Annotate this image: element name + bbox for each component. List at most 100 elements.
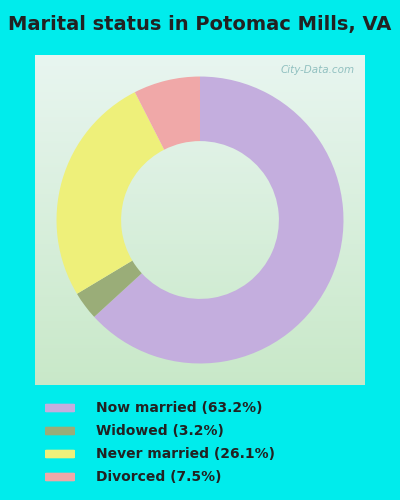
Bar (35, 70, 365, 72)
Bar (35, 376, 365, 378)
Bar (35, 172, 365, 174)
Bar (35, 165, 365, 167)
Bar (35, 174, 365, 176)
Bar (35, 286, 365, 288)
Bar (35, 160, 365, 163)
Bar (35, 240, 365, 242)
Bar (35, 126, 365, 128)
Bar (35, 152, 365, 154)
Text: Now married (63.2%): Now married (63.2%) (96, 401, 262, 415)
Bar (35, 207, 365, 209)
Bar (35, 104, 365, 106)
Bar (35, 297, 365, 299)
Bar (35, 255, 365, 258)
Bar (35, 383, 365, 385)
Bar (35, 244, 365, 246)
Bar (35, 380, 365, 383)
Bar (35, 262, 365, 264)
Bar (35, 332, 365, 334)
Bar (35, 354, 365, 356)
Bar (35, 264, 365, 266)
Bar (35, 72, 365, 75)
Bar (35, 356, 365, 358)
Bar (35, 163, 365, 165)
Bar (35, 361, 365, 363)
Bar (35, 350, 365, 352)
Bar (35, 224, 365, 226)
Bar (35, 68, 365, 70)
Bar (35, 92, 365, 94)
Bar (35, 238, 365, 240)
Bar (35, 220, 365, 222)
Bar (35, 136, 365, 138)
Bar (35, 268, 365, 270)
Bar (35, 258, 365, 260)
Bar (35, 370, 365, 372)
Bar (35, 112, 365, 114)
Bar (35, 75, 365, 77)
Bar (35, 134, 365, 136)
Bar (35, 229, 365, 231)
Bar (35, 288, 365, 290)
Wedge shape (77, 260, 142, 317)
Bar (35, 141, 365, 143)
Bar (35, 180, 365, 182)
Bar (35, 372, 365, 374)
FancyBboxPatch shape (45, 404, 75, 412)
Text: Divorced (7.5%): Divorced (7.5%) (96, 470, 222, 484)
Bar (35, 216, 365, 218)
Bar (35, 324, 365, 326)
Bar (35, 275, 365, 277)
Text: Never married (26.1%): Never married (26.1%) (96, 447, 275, 461)
Bar (35, 214, 365, 216)
FancyBboxPatch shape (45, 472, 75, 482)
Bar (35, 55, 365, 57)
Bar (35, 270, 365, 273)
FancyBboxPatch shape (45, 450, 75, 458)
Text: Widowed (3.2%): Widowed (3.2%) (96, 424, 224, 438)
Bar (35, 339, 365, 341)
Bar (35, 343, 365, 345)
Bar (35, 314, 365, 317)
Bar (35, 273, 365, 275)
Bar (35, 336, 365, 339)
Bar (35, 222, 365, 224)
Bar (35, 84, 365, 86)
Bar (35, 282, 365, 284)
Bar (35, 226, 365, 229)
Bar (35, 198, 365, 200)
Bar (35, 82, 365, 84)
Bar (35, 97, 365, 99)
Bar (35, 143, 365, 145)
Bar (35, 308, 365, 310)
Bar (35, 378, 365, 380)
Bar (35, 358, 365, 361)
Bar (35, 236, 365, 238)
Bar (35, 348, 365, 350)
Bar (35, 108, 365, 110)
Bar (35, 319, 365, 321)
Bar (35, 209, 365, 211)
Bar (35, 246, 365, 248)
Bar (35, 88, 365, 90)
Bar (35, 253, 365, 255)
Bar (35, 299, 365, 302)
Bar (35, 292, 365, 295)
Bar (35, 132, 365, 134)
Bar (35, 266, 365, 268)
Bar (35, 202, 365, 204)
Bar (35, 167, 365, 170)
Bar (35, 60, 365, 62)
Bar (35, 64, 365, 66)
Bar (35, 187, 365, 189)
Bar (35, 346, 365, 348)
Bar (35, 218, 365, 220)
Bar (35, 194, 365, 196)
Bar (35, 121, 365, 123)
Bar (35, 130, 365, 132)
Wedge shape (94, 76, 344, 364)
Bar (35, 170, 365, 172)
Bar (35, 352, 365, 354)
Bar (35, 86, 365, 88)
Bar (35, 365, 365, 368)
